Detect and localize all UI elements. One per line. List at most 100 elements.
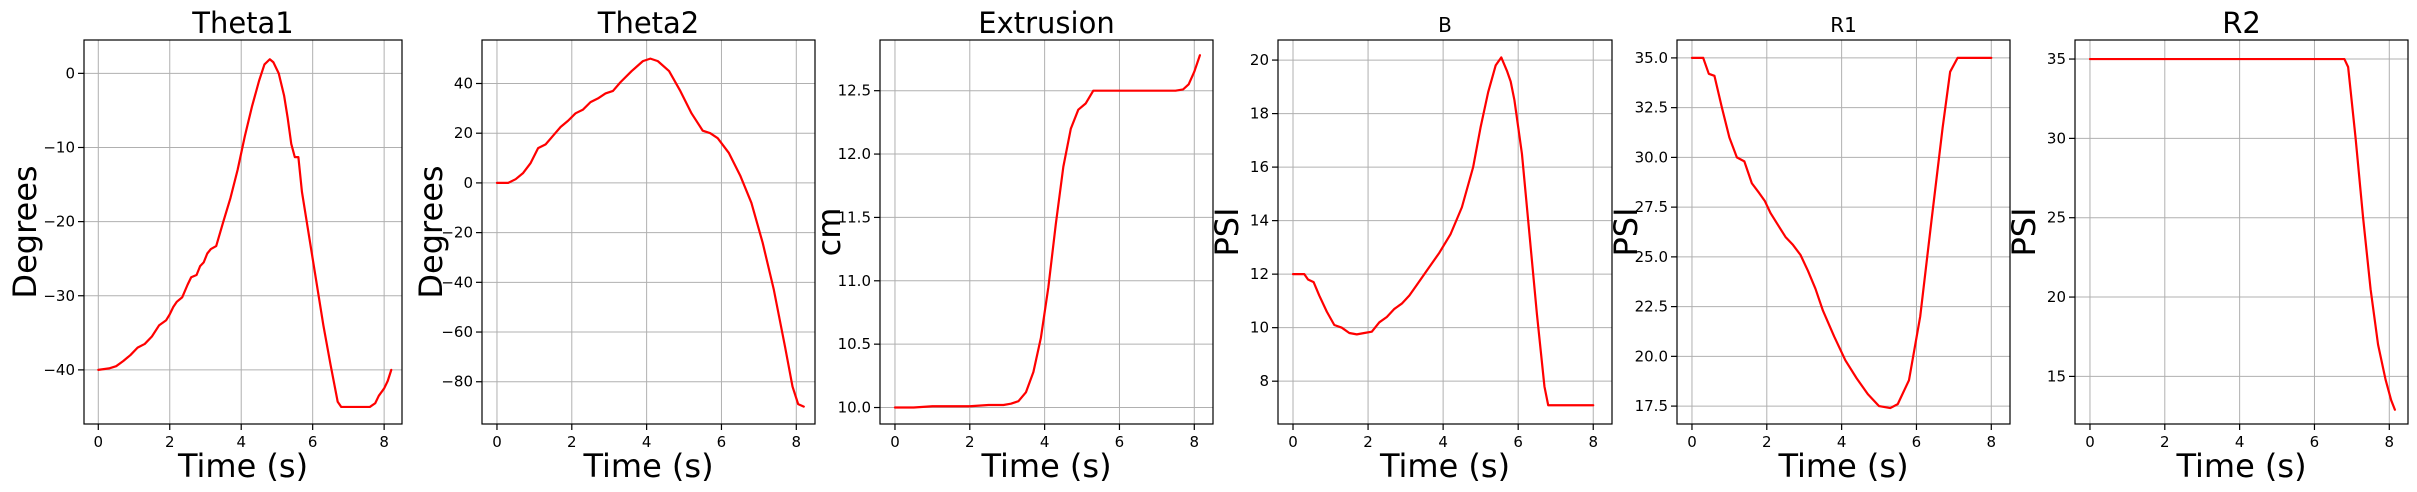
y-tick-label: 22.5 (1635, 298, 1668, 316)
y-tick-label: 20 (454, 124, 473, 142)
y-tick-label: 35.0 (1635, 49, 1668, 67)
x-axis-label: Time (s) (177, 447, 308, 485)
x-axis-label: Time (s) (2175, 447, 2306, 485)
series-line (2088, 57, 2396, 411)
y-tick-label: −40 (441, 273, 473, 291)
x-tick-label: 6 (308, 433, 318, 451)
y-axis-label: PSI (2005, 207, 2043, 256)
y-tick-label: 40 (454, 74, 473, 92)
y-tick-label: 17.5 (1635, 397, 1668, 415)
y-axis-label: PSI (1208, 207, 1246, 256)
x-tick-label: 2 (1363, 433, 1373, 451)
y-tick-label: 10.0 (838, 399, 871, 417)
axes-frame (1676, 39, 2011, 425)
y-tick-label: 11.0 (838, 272, 871, 290)
y-tick-label: 12.0 (838, 145, 871, 163)
x-tick-label: 4 (1040, 433, 1050, 451)
y-tick-label: 11.5 (838, 208, 871, 226)
subplot-title: B (1438, 13, 1452, 37)
x-tick-label: 6 (1115, 433, 1125, 451)
x-axis-label: Time (s) (1777, 447, 1908, 485)
subplot-6: 0 2 4 6 8 15 20 25 30 35 R2 Time (s) PSI (2005, 6, 2409, 485)
y-tick-label: 20.0 (1635, 347, 1668, 365)
y-tick-label: −10 (43, 138, 75, 156)
axes-frame (481, 39, 816, 425)
x-axis-label: Time (s) (1379, 447, 1510, 485)
series-line (1291, 56, 1595, 407)
series-line (893, 54, 1201, 409)
subplot-2: 0 2 4 6 8 −80 −60 −40 −20 0 20 40 Theta2 Time (s) Degr… (412, 6, 816, 485)
y-axis-label: Degrees (6, 165, 44, 298)
x-axis-label: Time (s) (980, 447, 1111, 485)
x-tick-label: 2 (1762, 433, 1772, 451)
y-tick-label: 0 (463, 174, 473, 192)
x-tick-label: 2 (2160, 433, 2170, 451)
series-line (495, 57, 805, 408)
y-tick-label: −60 (441, 323, 473, 341)
x-axis-label: Time (s) (582, 447, 713, 485)
x-tick-label: 2 (567, 433, 577, 451)
y-tick-label: −20 (441, 224, 473, 242)
subplot-3: 0 2 4 6 8 10.0 10.5 11.0 11.5 12.0 12.5 Extrusion Ti… (810, 6, 1214, 485)
subplot-5: 0 2 4 6 8 17.5 20.0 22.5 25.0 27.5 30.0 32.5 35.0 R1 T… (1607, 13, 2011, 485)
y-axis-label: cm (810, 208, 848, 257)
y-tick-label: −20 (43, 213, 75, 231)
series-line (97, 58, 393, 409)
y-tick-label: 32.5 (1635, 99, 1668, 117)
x-tick-label: 8 (2385, 433, 2395, 451)
y-tick-label: 12.5 (838, 82, 871, 100)
y-tick-label: 20 (1250, 51, 1269, 69)
x-tick-label: 6 (1513, 433, 1523, 451)
x-tick-label: 8 (1588, 433, 1598, 451)
y-tick-label: 27.5 (1635, 198, 1668, 216)
x-tick-label: 0 (2085, 433, 2095, 451)
y-tick-label: 30.0 (1635, 148, 1668, 166)
axes-frame (2074, 39, 2409, 425)
x-tick-label: 4 (642, 433, 652, 451)
x-tick-label: 0 (492, 433, 502, 451)
x-tick-label: 8 (792, 433, 802, 451)
x-tick-label: 6 (717, 433, 727, 451)
y-tick-label: 8 (1259, 372, 1269, 390)
subplot-title: R1 (1830, 13, 1857, 37)
y-tick-label: 16 (1250, 158, 1269, 176)
subplot-title: Theta1 (191, 6, 294, 40)
subplot-title: Theta2 (597, 6, 700, 40)
x-tick-label: 0 (1687, 433, 1697, 451)
x-tick-label: 8 (1190, 433, 1200, 451)
subplot-1: 0 2 4 6 8 −40 −30 −20 −10 0 Theta1 Time (s) Degrees (6, 6, 403, 485)
x-tick-label: 0 (94, 433, 104, 451)
y-tick-label: 14 (1250, 212, 1269, 230)
x-tick-label: 6 (2310, 433, 2320, 451)
y-axis-label: Degrees (412, 165, 450, 298)
subplot-title: Extrusion (978, 6, 1114, 40)
x-tick-label: 2 (165, 433, 175, 451)
series-line (1690, 56, 1993, 410)
y-tick-label: 15 (2047, 367, 2066, 385)
x-tick-label: 4 (1438, 433, 1448, 451)
y-tick-label: 25.0 (1635, 248, 1668, 266)
y-tick-label: 18 (1250, 105, 1269, 123)
y-tick-label: 12 (1250, 265, 1269, 283)
subplot-title: R2 (2222, 6, 2261, 40)
y-tick-label: 35 (2047, 50, 2066, 68)
y-tick-label: 0 (65, 64, 75, 82)
y-tick-label: 10.5 (838, 335, 871, 353)
x-tick-label: 0 (890, 433, 900, 451)
y-tick-label: 30 (2047, 129, 2066, 147)
axes-frame (83, 39, 403, 425)
x-tick-label: 2 (965, 433, 975, 451)
x-tick-label: 8 (1987, 433, 1997, 451)
x-tick-label: 8 (379, 433, 389, 451)
y-tick-label: 25 (2047, 209, 2066, 227)
x-tick-label: 4 (1837, 433, 1847, 451)
y-tick-label: −30 (43, 287, 75, 305)
y-axis-label: PSI (1607, 207, 1645, 256)
x-tick-label: 6 (1912, 433, 1922, 451)
axes-frame (879, 39, 1214, 425)
x-tick-label: 4 (2235, 433, 2245, 451)
x-tick-label: 0 (1288, 433, 1298, 451)
subplot-4: 0 2 4 6 8 8 10 12 14 16 18 20 B Time (s) PSI (1208, 13, 1613, 485)
y-tick-label: 20 (2047, 288, 2066, 306)
